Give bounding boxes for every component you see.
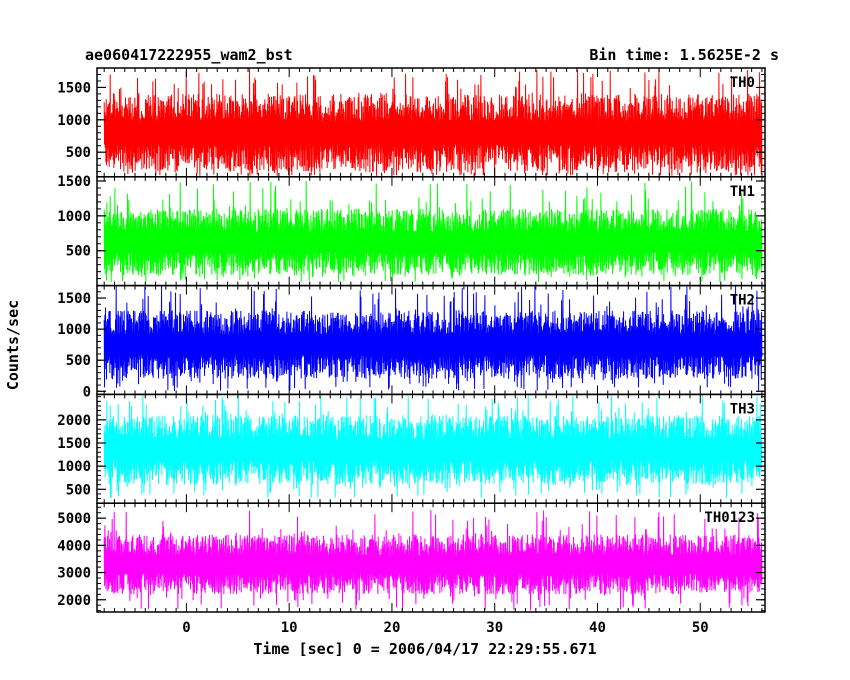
x-tick-label: 10 xyxy=(281,620,298,636)
x-tick-label: 30 xyxy=(486,620,503,636)
series-th1-trace xyxy=(103,181,763,283)
y-tick-label-th0: 500 xyxy=(66,145,91,161)
y-tick-label-th0123: 5000 xyxy=(57,511,91,527)
panel-th0123-frame xyxy=(96,502,766,613)
series-label-th2: TH2 xyxy=(730,293,755,309)
y-tick-label-th2: 500 xyxy=(66,353,91,369)
series-label-th3: TH3 xyxy=(730,401,755,417)
series-label-th0123: TH0123 xyxy=(704,510,755,526)
series-th0123-trace xyxy=(103,510,763,611)
y-tick-label-th0: 1500 xyxy=(57,80,91,96)
chart-title: ae060417222955_wam2_bst xyxy=(85,46,293,64)
y-axis-label: Counts/sec xyxy=(4,300,22,390)
series-label-th1: TH1 xyxy=(730,184,755,200)
y-tick-label-th1: 1000 xyxy=(57,209,91,225)
y-tick-label-th2: 0 xyxy=(83,384,91,400)
series-th3-trace xyxy=(103,394,763,498)
y-tick-label-th1: 500 xyxy=(66,244,91,260)
y-tick-label-th0123: 3000 xyxy=(57,566,91,582)
y-tick-label-th3: 1000 xyxy=(57,459,91,475)
x-tick-label: 40 xyxy=(589,620,606,636)
y-tick-label-th3: 1500 xyxy=(57,436,91,452)
y-tick-label-th0123: 4000 xyxy=(57,538,91,554)
y-tick-label-th0: 1000 xyxy=(57,113,91,129)
series-th0-trace xyxy=(103,68,763,177)
x-tick-label: 20 xyxy=(384,620,401,636)
x-tick-label: 50 xyxy=(692,620,709,636)
series-label-th0: TH0 xyxy=(730,75,755,91)
bin-time-label: Bin time: 1.5625E-2 s xyxy=(589,46,779,64)
y-tick-label-th3: 500 xyxy=(66,482,91,498)
y-tick-label-th2: 1000 xyxy=(57,322,91,338)
x-axis-label: Time [sec] 0 = 2006/04/17 22:29:55.671 xyxy=(253,640,596,658)
y-tick-label-th0123: 2000 xyxy=(57,593,91,609)
series-th2-trace xyxy=(103,285,763,392)
y-tick-label-th3: 2000 xyxy=(57,413,91,429)
x-tick-label: 0 xyxy=(182,620,190,636)
y-tick-label-th1: 1500 xyxy=(57,174,91,190)
y-tick-label-th2: 1500 xyxy=(57,291,91,307)
